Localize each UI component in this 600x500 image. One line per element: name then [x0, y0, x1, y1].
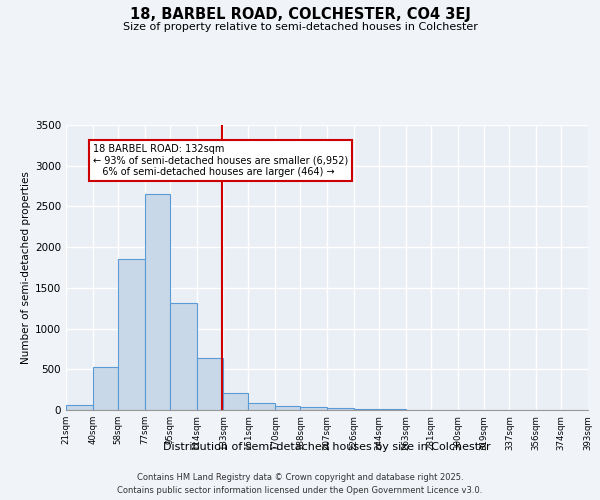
Bar — [353, 409, 379, 410]
Bar — [145, 194, 170, 410]
Bar — [92, 367, 118, 410]
Bar — [248, 402, 275, 410]
Text: Distribution of semi-detached houses by size in Colchester: Distribution of semi-detached houses by … — [163, 442, 491, 452]
Bar — [327, 408, 353, 410]
Text: 18 BARBEL ROAD: 132sqm
← 93% of semi-detached houses are smaller (6,952)
   6% o: 18 BARBEL ROAD: 132sqm ← 93% of semi-det… — [92, 144, 348, 177]
Bar — [170, 304, 197, 410]
Text: 18, BARBEL ROAD, COLCHESTER, CO4 3EJ: 18, BARBEL ROAD, COLCHESTER, CO4 3EJ — [130, 8, 470, 22]
Text: Contains HM Land Registry data © Crown copyright and database right 2025.
Contai: Contains HM Land Registry data © Crown c… — [118, 474, 482, 495]
Y-axis label: Number of semi-detached properties: Number of semi-detached properties — [21, 171, 31, 364]
Bar — [66, 405, 92, 410]
Bar — [118, 260, 145, 410]
Bar — [197, 358, 223, 410]
Bar — [301, 407, 327, 410]
Text: Size of property relative to semi-detached houses in Colchester: Size of property relative to semi-detach… — [122, 22, 478, 32]
Bar — [223, 393, 248, 410]
Bar — [275, 406, 301, 410]
